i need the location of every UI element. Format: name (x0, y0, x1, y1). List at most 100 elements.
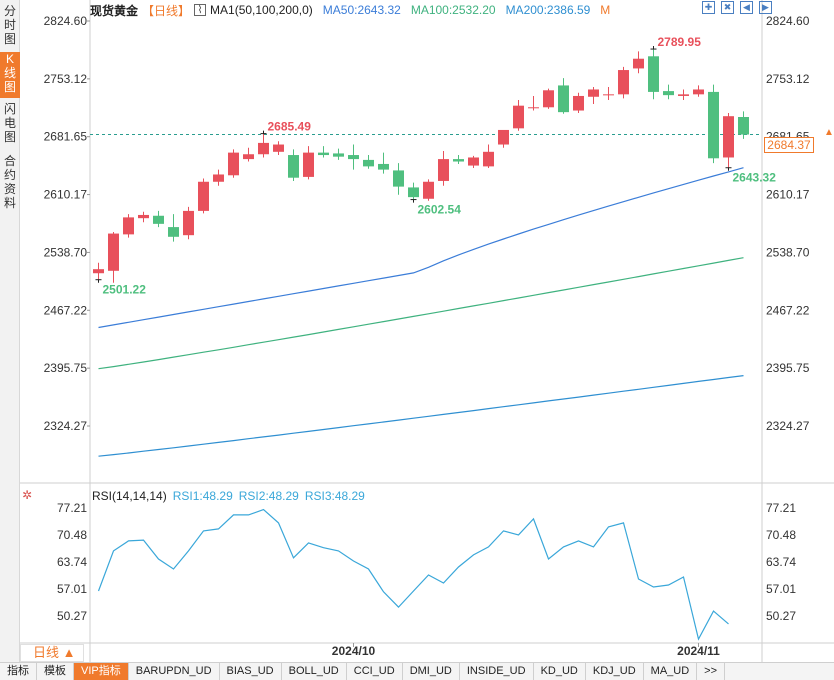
candle (93, 262, 104, 280)
candle-body (663, 91, 674, 96)
candle (288, 149, 299, 181)
rsi-line (97, 508, 729, 641)
indicator-tab[interactable]: 指标 (0, 663, 37, 680)
rsi-legend: RSI(14,14,14) RSI1:48.29 RSI2:48.29 RSI3… (92, 489, 371, 503)
candle (378, 152, 389, 174)
tab-time-chart[interactable]: 分 时 图 (3, 4, 16, 46)
candle-body (723, 116, 734, 158)
y-tick-label-left: 2395.75 (44, 361, 88, 375)
candle-body (648, 56, 659, 92)
candle-body (153, 215, 164, 224)
candle (438, 151, 449, 186)
candle (513, 100, 524, 131)
ma-params: MA1(50,100,200,0) (210, 3, 313, 17)
candle-body (633, 58, 644, 69)
rsi-tick-label-left: 63.74 (57, 555, 87, 569)
grid-layer (20, 0, 834, 662)
indicator-tab[interactable]: KDJ_UD (586, 663, 644, 680)
candle (228, 149, 239, 178)
y-tick-label-right: 2467.22 (766, 303, 810, 317)
candle-body (573, 95, 584, 111)
rsi1-value: RSI1:48.29 (172, 489, 233, 503)
rsi-layer: 77.21 77.21 70.48 70.48 63.74 63.74 57.01 57.01… (57, 501, 796, 641)
period-label[interactable]: 【日线】 (142, 3, 191, 18)
y-tick-label-right: 2395.75 (766, 361, 810, 375)
candle-body (423, 181, 434, 199)
candle (453, 155, 464, 164)
candle-body (228, 152, 239, 176)
y-tick-label-left: 2538.70 (44, 245, 88, 259)
candle (333, 148, 344, 160)
extreme-value-label: 2501.22 (103, 283, 147, 297)
indicator-tab[interactable]: VIP指标 (74, 663, 129, 680)
candle-body (543, 90, 554, 108)
indicator-tab[interactable]: KD_UD (534, 663, 586, 680)
ma100-value: MA100:2532.20 (410, 3, 496, 17)
candle (393, 163, 404, 195)
candle-body (603, 94, 614, 96)
ma200-value: MA200:2386.59 (505, 3, 591, 17)
y-tick-label-right: 2753.12 (766, 72, 810, 86)
indicator-tab[interactable]: BIAS_UD (220, 663, 282, 680)
rsi3-value: RSI3:48.29 (304, 489, 365, 503)
candle-body (243, 154, 254, 160)
indicator-tab[interactable]: MA_UD (644, 663, 698, 680)
candle-body (738, 117, 749, 135)
candle (138, 211, 149, 223)
candle (603, 87, 614, 101)
candle-body (693, 89, 704, 95)
indicator-tab[interactable]: INSIDE_UD (460, 663, 534, 680)
indicator-tab-bar: 指标 模板 VIP指标 BARUPDN_UD BIAS_UD BOLL_UD CCI_UD D… (0, 662, 834, 680)
tab-k-line-chart[interactable]: K 线 图 (0, 52, 20, 98)
rsi-tick-label-left: 57.01 (57, 582, 87, 596)
indicator-tab[interactable]: BARUPDN_UD (129, 663, 220, 680)
rsi-tick-label-left: 77.21 (57, 501, 87, 515)
axis-layer: 2824.602824.602753.122753.122681.652681.… (44, 14, 810, 658)
arrow-left-icon[interactable]: ◀ (740, 1, 753, 14)
y-tick-label-right: 2824.60 (766, 14, 810, 28)
rsi-tick-label-right: 70.48 (766, 528, 796, 542)
indicator-tab[interactable]: 模板 (37, 663, 74, 680)
candle-body (318, 152, 329, 156)
candle (213, 169, 224, 186)
tab-flash-chart[interactable]: 闪 电 图 (3, 102, 16, 144)
chart-area[interactable]: 2501.22 2685.49 2602.54 2789.95 2643.32 2824… (0, 0, 834, 662)
x-tick-label: 2024/10 (332, 644, 376, 658)
indicator-tab[interactable]: BOLL_UD (282, 663, 347, 680)
candle (243, 147, 254, 162)
tab-contract-info[interactable]: 合 约 资 料 (3, 154, 16, 210)
y-tick-label-right: 2610.17 (766, 188, 810, 202)
candle-body (333, 153, 344, 157)
candle-body (138, 214, 149, 219)
candle (303, 146, 314, 180)
arrow-right-icon[interactable]: ▶ (759, 1, 772, 14)
candle (558, 78, 569, 114)
y-tick-label-left: 2824.60 (44, 14, 88, 28)
m-label: M (600, 3, 611, 17)
symbol-name: 现货黄金 (90, 3, 139, 18)
candle-body (93, 269, 104, 274)
candle (498, 129, 509, 148)
candle-body (588, 89, 599, 97)
zoom-in-icon[interactable]: ✚ (702, 1, 715, 14)
zoom-out-icon[interactable]: ✖ (721, 1, 734, 14)
candle (693, 85, 704, 97)
candle (738, 111, 749, 139)
candle-body (123, 217, 134, 235)
ma-settings-icon[interactable]: ⌇ (194, 4, 207, 16)
period-dropdown-button[interactable]: 日线 ▲ (20, 644, 84, 662)
candle (528, 95, 539, 111)
rsi-settings-icon[interactable]: ✲ (22, 488, 33, 502)
candle (258, 133, 269, 158)
candle-body (183, 210, 194, 236)
chart-legend: 现货黄金 【日线】 ⌇ MA1(50,100,200,0) MA50:2643.… (90, 2, 614, 18)
indicator-tab[interactable]: CCI_UD (347, 663, 403, 680)
candle (408, 182, 419, 200)
indicator-tab[interactable]: DMI_UD (403, 663, 460, 680)
rsi-params: RSI(14,14,14) (92, 489, 167, 503)
candle (198, 178, 209, 214)
candle-body (618, 70, 629, 95)
candle-layer (93, 49, 749, 283)
candle-body (288, 155, 299, 178)
indicator-tab[interactable]: >> (697, 663, 726, 680)
